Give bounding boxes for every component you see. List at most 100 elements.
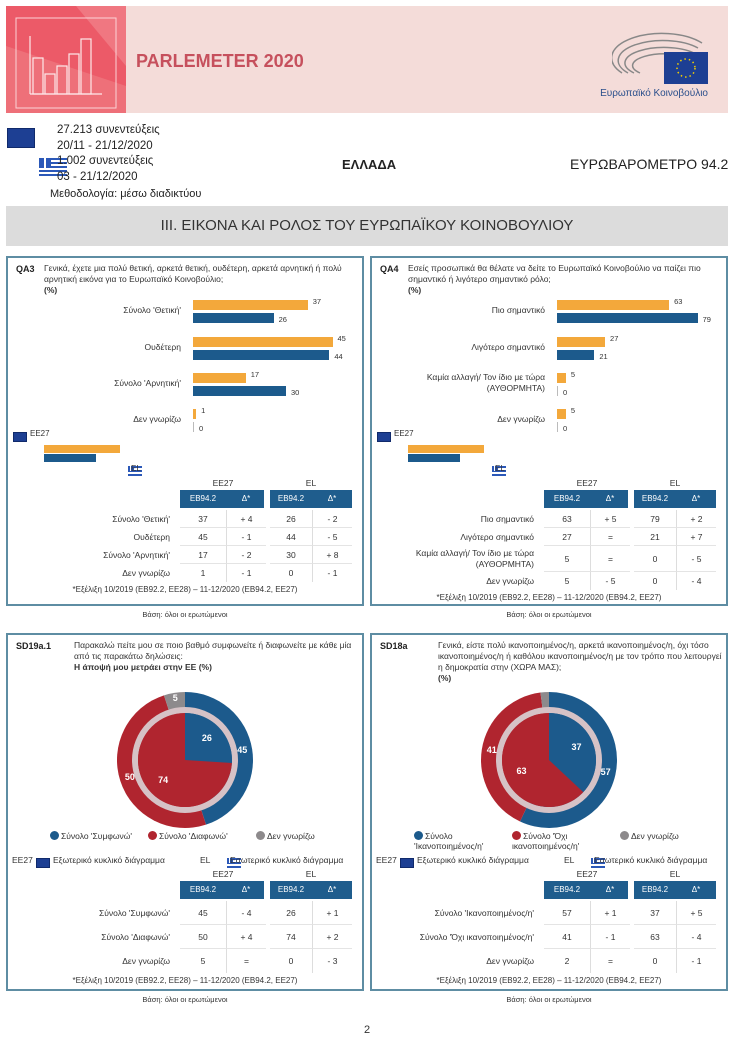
- legend-eu27-label: EE27: [12, 855, 33, 865]
- table-group-el: EL: [669, 869, 681, 879]
- bar-el: [557, 313, 698, 323]
- table-row-label: Σύνολο 'Όχι ικανοποιημένος/η': [419, 931, 534, 942]
- column-header: EB94.2: [553, 494, 581, 503]
- table-group-el: EL: [305, 869, 317, 879]
- table-row-label: Δεν γνωρίζω: [486, 575, 534, 586]
- table-cell: - 4: [676, 925, 716, 949]
- table-cell: 1: [200, 568, 206, 578]
- table-cell: 30: [270, 546, 312, 564]
- section-title: III. ΕΙΚΟΝΑ ΚΑΙ ΡΟΛΟΣ ΤΟΥ ΕΥΡΩΠΑΪΚΟΥ ΚΟΙ…: [6, 206, 728, 246]
- bar-value: 21: [599, 352, 608, 361]
- table-cell: - 1: [312, 564, 352, 582]
- table-row-label: Σύνολο 'Αρνητική': [103, 549, 170, 560]
- legend-label: Σύνολο 'Διαφωνώ': [159, 831, 228, 841]
- legend-el-label: EL: [200, 855, 211, 865]
- bar-ee27: [557, 409, 566, 419]
- donut-chart: [117, 692, 253, 828]
- panel-sd19a1: SD19a.1 Παρακαλώ πείτε μου σε ποιο βαθμό …: [6, 633, 364, 991]
- legend-label: Σύνολο 'Ικανοποιημένος/η': [414, 831, 484, 851]
- bar-value: 0: [563, 388, 568, 397]
- greece-flag-icon: [128, 466, 142, 476]
- table-cell: - 5: [676, 546, 716, 572]
- bar-category-label: Σύνολο 'Αρνητική': [114, 378, 181, 388]
- table-cell: - 1: [676, 949, 716, 973]
- table-cell: - 3: [312, 949, 352, 973]
- inner-slice: [137, 713, 232, 807]
- bar-el: [557, 386, 558, 396]
- donut-value-label: 37: [571, 742, 582, 753]
- column-header: EB94.2: [277, 885, 305, 894]
- question-text: Παρακαλώ πείτε μου σε ποιο βαθμό συμφωνε…: [74, 640, 352, 661]
- legend-item: Σύνολο 'Διαφωνώ': [148, 831, 243, 841]
- column-header: Δ*: [691, 885, 701, 894]
- question-code: QA3: [16, 264, 35, 274]
- table-cell: + 2: [676, 510, 716, 528]
- inner-ring-label: Εσωτερικό κυκλικό διάγραμμα: [230, 855, 344, 865]
- gr-interviews: 1.002 συνεντεύξεις: [57, 155, 154, 167]
- table-row-label: Σύνολο 'Θετική': [112, 513, 170, 524]
- donut-value-label: 57: [600, 766, 611, 777]
- eu-flag-icon: [377, 432, 391, 442]
- legend-dot-icon: [414, 831, 423, 840]
- donut-value-label: 45: [237, 744, 248, 755]
- bar-ee27: [557, 300, 670, 310]
- bar-el: [193, 350, 330, 360]
- legend-el: EL: [495, 464, 505, 473]
- table-cell: + 1: [590, 901, 630, 925]
- legend-eu27-label: EE27: [376, 855, 397, 865]
- bar-el: [193, 313, 274, 323]
- report-header: PARLEMETER 2020 Ευρωπαϊκό Κοινοβούλιο: [6, 6, 728, 113]
- table-header-el: [270, 490, 352, 508]
- bar-category-label: Δεν γνωρίζω: [133, 414, 181, 424]
- donut-value-label: 5: [172, 692, 178, 703]
- table-cell: - 1: [226, 564, 266, 582]
- bar-category-label: Καμία αλλαγή/ Τον ίδιο με τώρα (ΑΥΘΟΡΜΗΤ…: [426, 372, 545, 393]
- legend-label: Σύνολο 'Συμφωνώ': [61, 831, 133, 841]
- bar-value: 1: [201, 406, 206, 415]
- column-header: Δ*: [327, 494, 337, 503]
- bar-value: 30: [291, 388, 300, 397]
- table-cell: 79: [634, 510, 676, 528]
- footnote: *Εξέλιξη 10/2019 (EB92.2, EE28) – 11-12/…: [436, 593, 662, 602]
- bar-value: 5: [570, 370, 576, 379]
- table-group-eu27: EE27: [576, 478, 598, 488]
- bar-el: [557, 350, 595, 360]
- table-cell: 37: [634, 901, 676, 925]
- table-header-el: [270, 881, 352, 899]
- outer-ring-label: Εξωτερικό κυκλικό διάγραμμα: [417, 855, 529, 865]
- table-header-el: [634, 881, 716, 899]
- bar-value: 17: [250, 370, 260, 379]
- legend-dot-icon: [620, 831, 629, 840]
- eu-flag-icon: [13, 432, 27, 442]
- legend-dot-icon: [148, 831, 157, 840]
- bar-value: 5: [570, 406, 576, 415]
- question-text: Εσείς προσωπικά θα θέλατε να δείτε το Ευ…: [408, 263, 701, 284]
- legend-item: Σύνολο 'Συμφωνώ': [50, 831, 145, 841]
- bar-ee27: [557, 337, 606, 347]
- table-cell: 63: [634, 925, 676, 949]
- legend-eu27: EE27: [394, 429, 414, 438]
- legend-el: EL: [131, 464, 141, 473]
- bar-category-label: Δεν γνωρίζω: [497, 414, 545, 424]
- table-cell: =: [226, 949, 266, 973]
- bar-ee27: [193, 337, 333, 347]
- donut-value-label: 26: [201, 733, 212, 744]
- table-header-eu27: [180, 490, 264, 508]
- donut-value-label: 41: [486, 744, 497, 755]
- table-cell: + 4: [226, 510, 266, 528]
- table-cell: + 4: [226, 925, 266, 949]
- bar-el: [193, 422, 194, 432]
- table-cell: 0: [288, 568, 294, 578]
- bar-category-label: Λιγότερο σημαντικό: [471, 342, 545, 352]
- ring-separator: [132, 707, 238, 813]
- country-name: ΕΛΛΑΔΑ: [342, 157, 397, 172]
- legend-dot-icon: [50, 831, 59, 840]
- table-cell: + 7: [676, 528, 716, 546]
- unit-label: (%): [408, 285, 422, 295]
- table-cell: =: [590, 546, 630, 572]
- eu-flag-icon: [7, 128, 35, 148]
- greece-flag-icon: [39, 158, 68, 178]
- table-header-eu27: [544, 881, 628, 899]
- donut-value-label: 74: [158, 774, 169, 785]
- table-cell: 0: [652, 956, 658, 966]
